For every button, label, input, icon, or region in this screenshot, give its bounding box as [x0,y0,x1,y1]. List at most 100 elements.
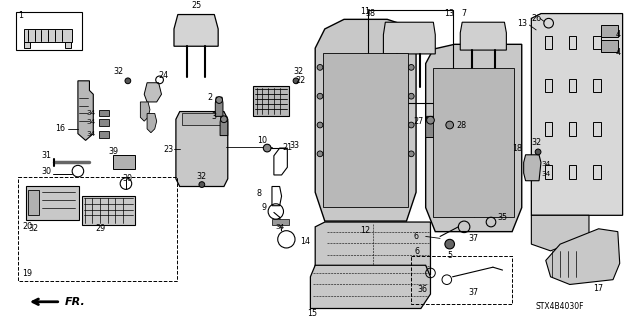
Text: 14: 14 [301,237,310,246]
Polygon shape [426,44,522,232]
Polygon shape [253,85,289,116]
Circle shape [427,116,435,124]
Text: 30: 30 [123,174,133,183]
Circle shape [263,144,271,152]
Bar [28,190,40,215]
Text: 8: 8 [257,189,262,198]
Bar [412,256,512,304]
Text: 34: 34 [275,224,284,230]
Circle shape [317,122,323,128]
Polygon shape [531,14,623,215]
Polygon shape [524,155,541,181]
Text: STX4B4030F: STX4B4030F [536,302,584,311]
Bar [545,79,552,92]
Bar [569,36,577,49]
Text: 39: 39 [108,147,118,156]
Text: 6: 6 [413,232,419,241]
Circle shape [408,64,414,70]
Polygon shape [99,110,109,116]
Bar [17,12,82,50]
Text: 36: 36 [418,285,428,294]
Polygon shape [182,114,222,125]
Text: 21: 21 [282,143,292,152]
Text: 13: 13 [516,19,527,28]
Text: 7: 7 [461,9,467,18]
Circle shape [221,116,227,122]
Circle shape [408,151,414,157]
Polygon shape [315,222,431,285]
Polygon shape [99,119,109,126]
Text: 19: 19 [22,270,32,278]
Polygon shape [445,121,454,142]
Polygon shape [220,116,228,136]
Text: 32: 32 [29,224,39,233]
Text: 34: 34 [87,131,96,137]
Polygon shape [176,112,228,187]
Bar [569,165,577,179]
Polygon shape [174,15,218,46]
Text: 5: 5 [447,251,452,260]
Bar [600,25,618,37]
Bar [569,79,577,92]
Text: 37: 37 [468,288,479,297]
Text: 4: 4 [615,30,620,39]
Text: 32: 32 [531,138,541,147]
Polygon shape [78,81,93,140]
Text: 17: 17 [593,284,604,293]
Text: 32: 32 [196,172,207,182]
Polygon shape [310,265,431,308]
Circle shape [317,151,323,157]
Polygon shape [460,22,506,50]
Text: 6: 6 [415,247,420,256]
Text: 4: 4 [615,48,620,56]
Bar [113,155,134,169]
Bar [545,165,552,179]
Text: 24: 24 [158,70,168,79]
Polygon shape [65,42,71,48]
Text: 11: 11 [360,7,370,16]
Circle shape [199,182,205,188]
Polygon shape [147,114,157,133]
Circle shape [216,97,223,103]
Text: 22: 22 [296,76,306,85]
Circle shape [535,149,541,155]
Text: 27: 27 [414,117,424,126]
Polygon shape [323,53,408,207]
Polygon shape [24,29,72,42]
Text: 13: 13 [444,9,454,18]
Text: 26: 26 [531,14,541,23]
Polygon shape [546,229,620,285]
Bar [569,122,577,136]
Text: 20: 20 [22,222,32,231]
Circle shape [125,78,131,84]
Text: 29: 29 [96,224,106,233]
Text: 3: 3 [212,112,217,121]
Text: 18: 18 [512,144,522,152]
Text: 34: 34 [87,119,96,125]
Text: 12: 12 [360,226,370,235]
Text: 1: 1 [18,11,23,20]
Bar [593,122,600,136]
Polygon shape [24,42,30,48]
Polygon shape [99,131,109,137]
Polygon shape [433,68,514,217]
Bar [26,187,79,220]
Text: 31: 31 [41,151,51,160]
Bar [593,79,600,92]
Circle shape [446,121,454,129]
Polygon shape [215,97,223,116]
Text: 38: 38 [365,9,375,18]
Text: 15: 15 [307,309,317,318]
Circle shape [408,122,414,128]
Text: 10: 10 [257,136,268,145]
Text: 32: 32 [294,67,304,76]
Bar [272,219,289,225]
Bar [545,36,552,49]
Text: 35: 35 [497,213,508,222]
Bar [593,165,600,179]
Text: 23: 23 [163,145,173,153]
Text: 30: 30 [41,167,51,176]
Polygon shape [531,215,589,251]
Text: 34: 34 [541,161,550,167]
Bar [368,10,452,103]
